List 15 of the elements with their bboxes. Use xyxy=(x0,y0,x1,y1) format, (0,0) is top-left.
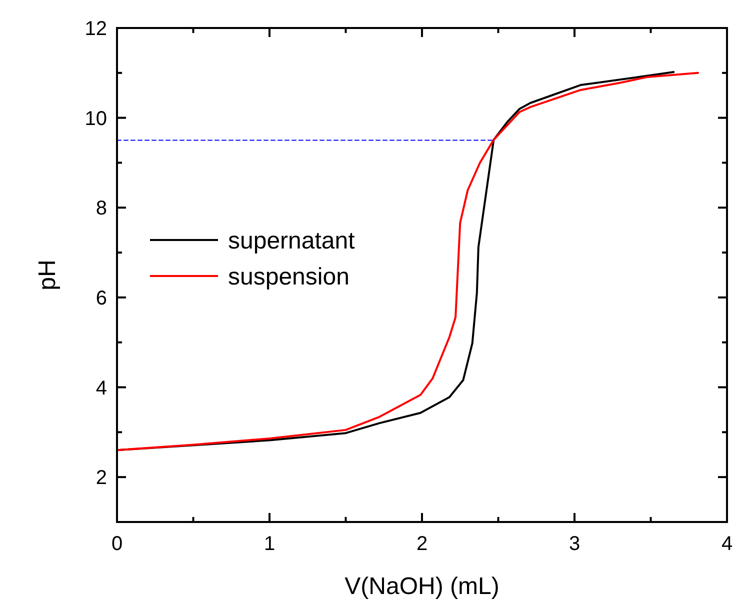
y-tick-label: 2 xyxy=(96,467,107,490)
legend-label: suspension xyxy=(228,263,350,290)
y-tick-label: 10 xyxy=(84,108,107,130)
x-tick-label: 1 xyxy=(264,533,276,555)
legend-label: supernatant xyxy=(228,227,356,254)
y-tick-label: 12 xyxy=(84,18,107,40)
y-axis-title: pH xyxy=(34,260,61,290)
y-tick-label: 8 xyxy=(96,198,107,220)
y-tick-label: 6 xyxy=(96,287,107,310)
x-tick-label: 3 xyxy=(568,533,580,555)
x-tick-label: 2 xyxy=(416,533,428,555)
x-tick-label: 0 xyxy=(111,533,123,555)
y-tick-label: 4 xyxy=(96,377,107,400)
x-tick-label: 4 xyxy=(721,533,733,555)
x-axis-title: V(NaOH) (mL) xyxy=(344,573,500,600)
